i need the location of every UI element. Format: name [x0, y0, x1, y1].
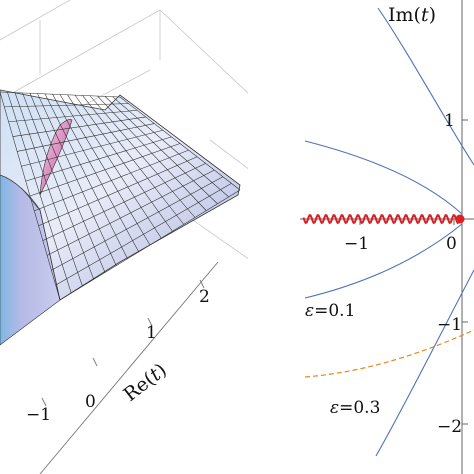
- re-tick-0: 0: [85, 392, 96, 412]
- re-tick-m1: −1: [26, 405, 51, 425]
- re-tick-2: 2: [199, 287, 210, 307]
- mesh-line-v: [42, 163, 206, 241]
- re-tick-1: 1: [146, 323, 157, 343]
- mesh-line-v: [25, 136, 172, 182]
- eps-01-label: ε=0.1: [305, 301, 355, 321]
- x-tick-m1: −1: [344, 234, 369, 254]
- curve-steep-lower: [375, 269, 474, 457]
- mesh-line-v: [47, 169, 215, 256]
- mesh-line-v: [51, 176, 223, 271]
- x-tick-0: 0: [446, 234, 457, 254]
- eps-03-label: ε=0.3: [330, 398, 380, 418]
- re-axis-label: Re(t): [120, 359, 171, 406]
- branch-point: [455, 214, 465, 224]
- y-tick-m1: −1: [437, 315, 462, 335]
- mesh-line-v: [12, 116, 146, 137]
- re-axis-ticks: −1 0 1 2: [26, 287, 210, 425]
- complex-plane-panel: −1 0 1 −1 −2 Im(t) ε=0.1 ε=0.3: [300, 0, 474, 474]
- curve-eps-03: [304, 329, 474, 378]
- branch-cut: [302, 214, 461, 224]
- mesh-line-v: [4, 103, 129, 108]
- y-tick-m2: −2: [437, 417, 462, 437]
- mesh-line-v: [8, 110, 138, 122]
- re-axis: [39, 261, 219, 474]
- mesh-line-v: [55, 183, 232, 286]
- mesh-line-v: [0, 91, 121, 98]
- y-tick-1: 1: [444, 111, 455, 131]
- curve-steep-upper: [377, 7, 474, 166]
- surface-ridge: [39, 118, 73, 196]
- curve-eps-01-upper: [304, 140, 463, 215]
- surface-mesh: [0, 91, 241, 301]
- mesh-line-v: [29, 143, 181, 197]
- mesh-line-v: [21, 129, 163, 167]
- surface-plot-panel: −1 0 1 2 Re(t): [0, 0, 248, 474]
- mesh-line-v: [59, 189, 241, 301]
- curve-eps-01-lower: [304, 223, 463, 299]
- imag-axis-ticks: [462, 119, 468, 425]
- mesh-line-v: [17, 123, 155, 152]
- mesh-line-v: [38, 156, 198, 226]
- im-axis-label: Im(t): [388, 4, 436, 26]
- mesh-line-v: [34, 149, 189, 212]
